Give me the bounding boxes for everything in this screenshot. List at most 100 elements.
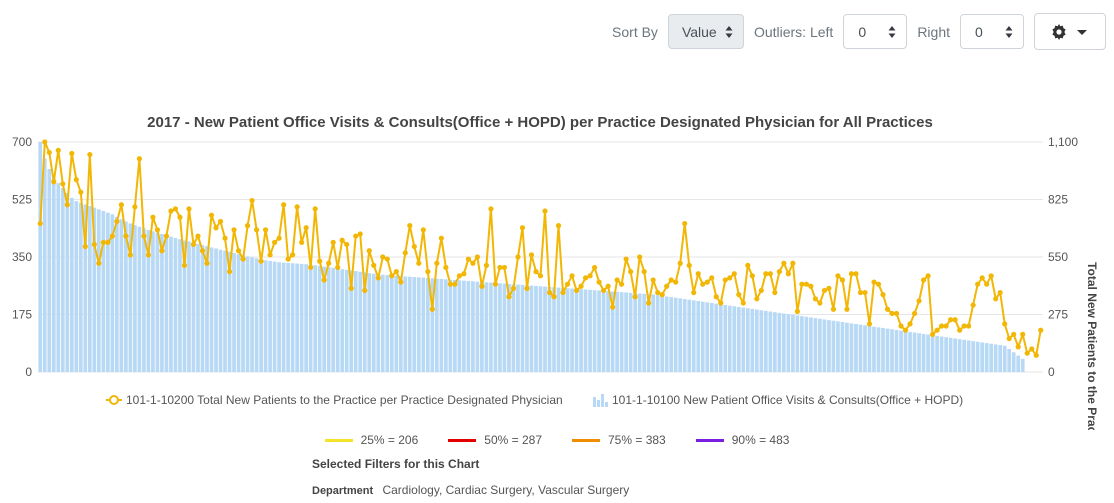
bar[interactable] — [389, 275, 394, 372]
bar[interactable] — [903, 331, 908, 372]
line-point[interactable] — [700, 281, 706, 287]
bar[interactable] — [543, 286, 547, 372]
bar[interactable] — [119, 219, 124, 372]
line-point[interactable] — [993, 296, 999, 302]
bar[interactable] — [552, 287, 556, 372]
outliers-right-select[interactable]: 0 — [960, 14, 1024, 49]
bar[interactable] — [926, 334, 930, 372]
bar[interactable] — [610, 291, 615, 373]
line-point[interactable] — [610, 304, 616, 310]
line-point[interactable] — [375, 275, 381, 281]
line-point[interactable] — [416, 260, 422, 266]
bar[interactable] — [642, 293, 647, 372]
line-point[interactable] — [371, 262, 377, 268]
line-point[interactable] — [920, 277, 927, 283]
bar[interactable] — [619, 292, 624, 372]
line-point[interactable] — [745, 262, 751, 268]
bar[interactable] — [403, 276, 408, 372]
line-point[interactable] — [479, 283, 485, 289]
bar[interactable] — [272, 261, 277, 372]
bar[interactable] — [727, 305, 732, 372]
bar[interactable] — [831, 320, 836, 372]
bar[interactable] — [87, 206, 92, 372]
bar[interactable] — [92, 207, 97, 372]
bar[interactable] — [628, 292, 633, 372]
bar[interactable] — [376, 274, 381, 372]
bar[interactable] — [723, 304, 728, 372]
line-point[interactable] — [826, 285, 832, 291]
line-point[interactable] — [244, 223, 251, 229]
line-point[interactable] — [659, 292, 665, 298]
line-point[interactable] — [984, 281, 990, 287]
bar[interactable] — [939, 336, 944, 372]
line-point[interactable] — [272, 239, 278, 245]
line-point[interactable] — [226, 269, 233, 275]
line-point[interactable] — [637, 254, 643, 260]
line-point[interactable] — [425, 269, 431, 275]
line-point[interactable] — [668, 277, 674, 283]
line-point[interactable] — [866, 321, 873, 327]
line-point[interactable] — [109, 233, 115, 239]
bar[interactable] — [142, 228, 146, 372]
bar[interactable] — [326, 267, 331, 372]
line-point[interactable] — [844, 306, 850, 312]
bar[interactable] — [51, 178, 56, 372]
bar[interactable] — [975, 341, 980, 372]
bar[interactable] — [38, 142, 43, 372]
line-point[interactable] — [785, 271, 791, 277]
line-point[interactable] — [168, 208, 174, 214]
bar[interactable] — [908, 331, 912, 372]
bar[interactable] — [133, 225, 137, 372]
line-point[interactable] — [830, 306, 837, 312]
line-point[interactable] — [474, 254, 481, 260]
line-point[interactable] — [501, 264, 508, 271]
line-point[interactable] — [429, 306, 435, 312]
line-point[interactable] — [591, 264, 598, 271]
line-point[interactable] — [335, 264, 341, 271]
line-point[interactable] — [560, 289, 566, 296]
bar[interactable] — [362, 272, 367, 372]
bar[interactable] — [930, 335, 935, 372]
bar[interactable] — [394, 275, 399, 372]
line-point[interactable] — [673, 279, 679, 285]
line-point[interactable] — [321, 277, 327, 283]
bar[interactable] — [700, 301, 705, 372]
line-point[interactable] — [181, 262, 188, 268]
bar[interactable] — [78, 202, 83, 372]
line-point[interactable] — [835, 273, 841, 279]
bar[interactable] — [416, 277, 421, 372]
bar[interactable] — [750, 308, 755, 372]
line-point[interactable] — [326, 260, 332, 266]
line-point[interactable] — [1011, 331, 1017, 337]
bar[interactable] — [349, 270, 354, 372]
line-point[interactable] — [456, 273, 462, 279]
bar[interactable] — [173, 237, 178, 372]
line-point[interactable] — [177, 214, 183, 220]
bar[interactable] — [462, 280, 466, 372]
bar[interactable] — [732, 306, 737, 372]
bar[interactable] — [308, 264, 313, 372]
line-point[interactable] — [1029, 346, 1035, 352]
line-point[interactable] — [249, 197, 255, 204]
bar[interactable] — [367, 273, 372, 372]
bar[interactable] — [606, 291, 610, 372]
line-point[interactable] — [754, 296, 760, 302]
line-point[interactable] — [736, 292, 742, 298]
bar[interactable] — [745, 308, 750, 372]
bar[interactable] — [516, 284, 520, 372]
bar[interactable] — [561, 287, 565, 372]
line-point[interactable] — [465, 256, 471, 262]
bar[interactable] — [709, 303, 714, 372]
bar[interactable] — [457, 280, 462, 372]
bar[interactable] — [678, 298, 683, 372]
line-point[interactable] — [578, 283, 584, 289]
bar[interactable] — [592, 290, 597, 372]
line-point[interactable] — [898, 323, 904, 329]
bar[interactable] — [845, 322, 849, 372]
bar[interactable] — [160, 234, 164, 372]
line-point[interactable] — [880, 292, 886, 298]
line-point[interactable] — [695, 271, 701, 277]
bar[interactable] — [813, 318, 818, 372]
line-point[interactable] — [348, 285, 354, 291]
line-point[interactable] — [510, 285, 517, 291]
